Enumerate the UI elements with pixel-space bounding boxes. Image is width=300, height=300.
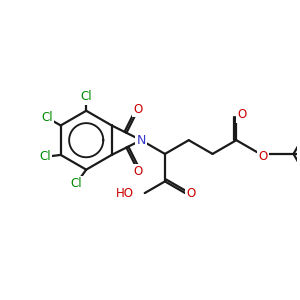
Text: O: O bbox=[134, 103, 143, 116]
Text: Cl: Cl bbox=[70, 177, 82, 190]
Text: HO: HO bbox=[116, 187, 134, 200]
Text: Cl: Cl bbox=[80, 91, 92, 103]
Text: Cl: Cl bbox=[41, 111, 53, 124]
Text: Cl: Cl bbox=[39, 150, 51, 164]
Text: O: O bbox=[259, 150, 268, 164]
Text: O: O bbox=[238, 108, 247, 122]
Text: O: O bbox=[134, 165, 143, 178]
Text: N: N bbox=[136, 134, 146, 147]
Text: O: O bbox=[186, 187, 196, 200]
